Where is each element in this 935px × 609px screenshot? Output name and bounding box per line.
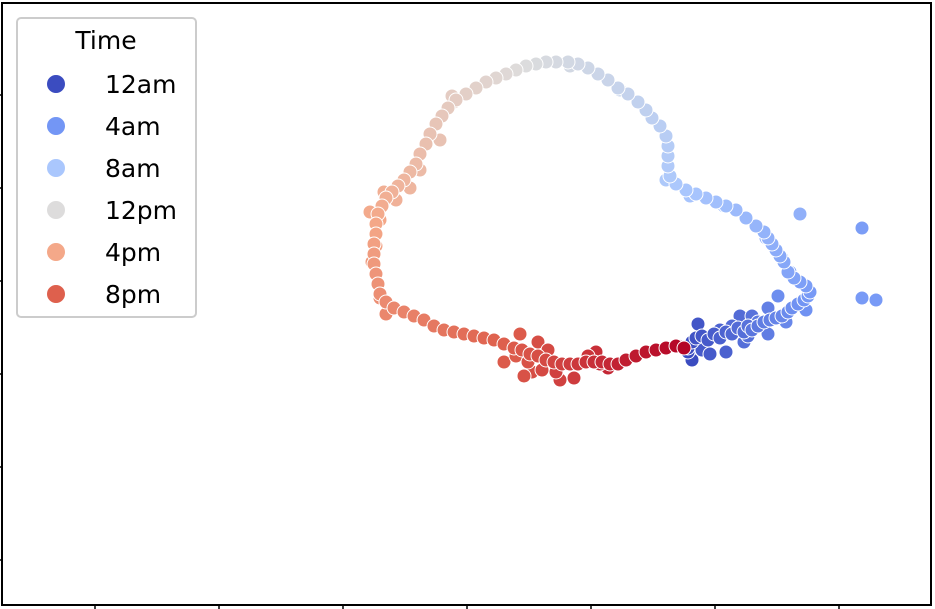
legend-entry: 4pm [46,238,161,267]
x-ticks [94,605,840,609]
scatter-point [770,288,786,304]
legend-entry: 12pm [46,196,177,225]
legend-marker [46,158,66,178]
legend: Time 12am 4am 8am 12pm 4pm 8pm [16,17,197,318]
legend-entry: 8am [46,154,161,183]
scatter-point [610,80,626,96]
scatter-point [702,346,718,362]
legend-marker [46,116,66,136]
y-ticks [0,94,2,561]
scatter-point [630,94,646,110]
legend-entry: 8pm [46,280,161,309]
legend-entries: 12am 4am 8am 12pm 4pm 8pm [46,70,177,309]
legend-marker [46,74,66,94]
scatter-point [566,370,582,386]
scatter-point [512,326,528,342]
scatter-point [748,218,764,234]
legend-label: 4am [105,112,161,141]
legend-marker [46,242,66,262]
scatter-point [738,210,754,226]
scatter-point [718,344,734,360]
legend-label: 4pm [105,238,161,267]
scatter-point [854,290,870,306]
legend-title: Time [74,26,136,55]
legend-marker [46,284,66,304]
scatter-point [792,206,808,222]
legend-label: 8pm [105,280,161,309]
legend-label: 8am [105,154,161,183]
legend-entry: 4am [46,112,161,141]
legend-label: 12am [105,70,176,99]
scatter-point [854,220,870,236]
scatter-point [868,292,884,308]
legend-entry: 12am [46,70,176,99]
legend-label: 12pm [105,196,177,225]
legend-marker [46,200,66,220]
scatter-point [676,340,692,356]
scatter-point [496,354,512,370]
legend-box [16,17,197,318]
scatter-points [362,54,884,388]
scatter-point [516,368,532,384]
